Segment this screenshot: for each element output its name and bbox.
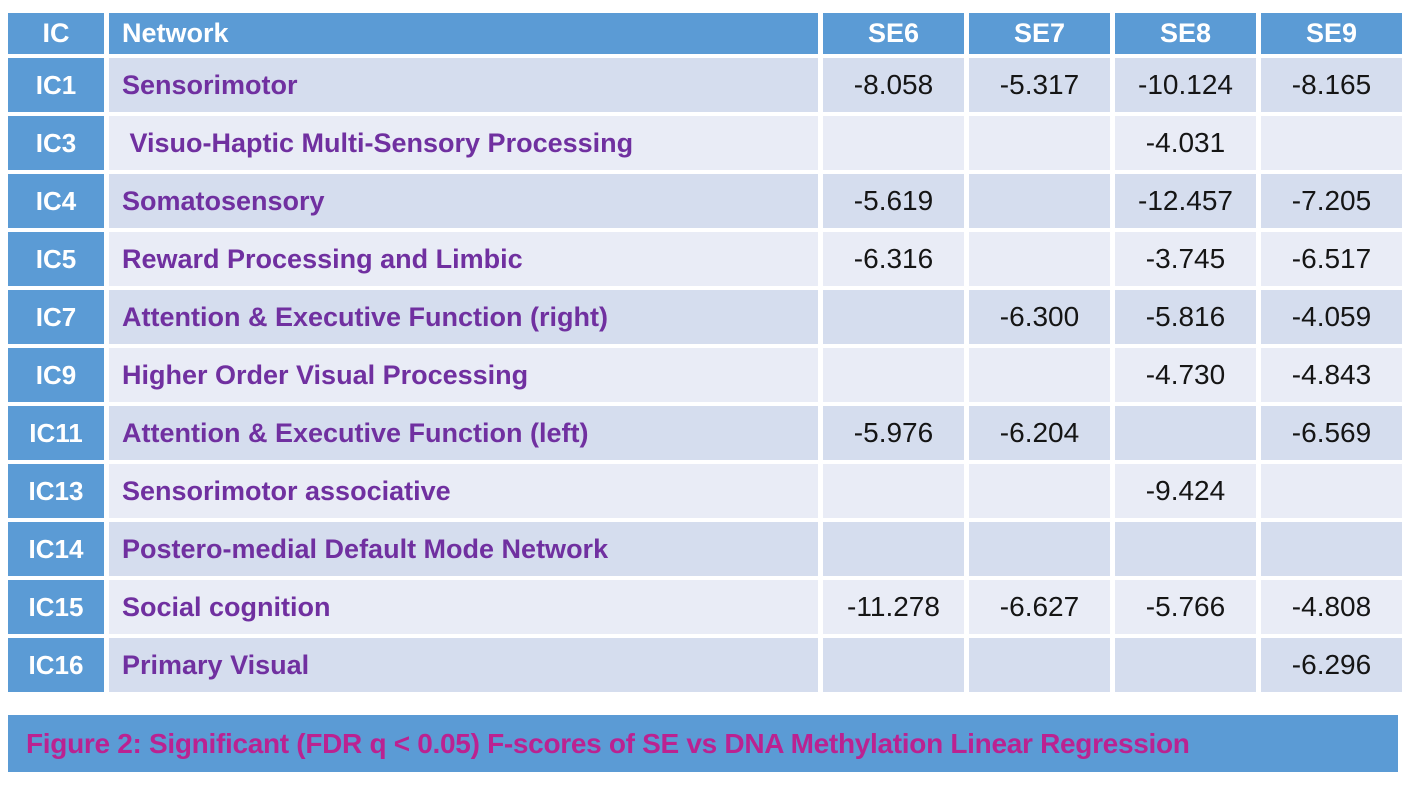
score-cell: [969, 522, 1110, 576]
score-cell: -5.766: [1115, 580, 1256, 634]
score-cell: -10.124: [1115, 58, 1256, 112]
network-cell: Somatosensory: [109, 174, 818, 228]
score-cell: [969, 348, 1110, 402]
score-cell: [1115, 522, 1256, 576]
figure-caption: Figure 2: Significant (FDR q < 0.05) F-s…: [8, 715, 1398, 772]
score-cell: -6.300: [969, 290, 1110, 344]
score-cell: -4.059: [1261, 290, 1402, 344]
score-cell: [969, 174, 1110, 228]
score-cell: -5.317: [969, 58, 1110, 112]
ic-cell: IC9: [8, 348, 104, 402]
network-cell: Visuo-Haptic Multi-Sensory Processing: [109, 116, 818, 170]
network-cell: Attention & Executive Function (right): [109, 290, 818, 344]
network-cell: Primary Visual: [109, 638, 818, 692]
network-cell: Sensorimotor associative: [109, 464, 818, 518]
score-cell: -4.843: [1261, 348, 1402, 402]
score-cell: [1261, 522, 1402, 576]
ic-cell: IC15: [8, 580, 104, 634]
network-cell: Postero-medial Default Mode Network: [109, 522, 818, 576]
score-cell: -11.278: [823, 580, 964, 634]
network-cell: Higher Order Visual Processing: [109, 348, 818, 402]
score-cell: -12.457: [1115, 174, 1256, 228]
score-cell: -6.316: [823, 232, 964, 286]
network-cell: Attention & Executive Function (left): [109, 406, 818, 460]
score-cell: -5.619: [823, 174, 964, 228]
score-cell: -4.031: [1115, 116, 1256, 170]
score-cell: [969, 638, 1110, 692]
ic-cell: IC7: [8, 290, 104, 344]
score-cell: [823, 464, 964, 518]
score-cell: -8.165: [1261, 58, 1402, 112]
score-cell: [823, 348, 964, 402]
score-cell: [1261, 116, 1402, 170]
ic-cell: IC11: [8, 406, 104, 460]
col-header-se7: SE7: [969, 13, 1110, 54]
col-header-ic: IC: [8, 13, 104, 54]
score-cell: -4.808: [1261, 580, 1402, 634]
score-cell: [969, 116, 1110, 170]
network-cell: Reward Processing and Limbic: [109, 232, 818, 286]
score-cell: [969, 464, 1110, 518]
score-cell: [1115, 406, 1256, 460]
score-cell: -6.296: [1261, 638, 1402, 692]
f-score-table: IC Network SE6 SE7 SE8 SE9 IC1 Sensorimotor -8.0…: [8, 13, 1402, 692]
score-cell: -3.745: [1115, 232, 1256, 286]
ic-cell: IC4: [8, 174, 104, 228]
score-cell: [1261, 464, 1402, 518]
ic-cell: IC13: [8, 464, 104, 518]
col-header-se6: SE6: [823, 13, 964, 54]
score-cell: -5.816: [1115, 290, 1256, 344]
score-cell: -6.627: [969, 580, 1110, 634]
ic-cell: IC1: [8, 58, 104, 112]
score-cell: [823, 522, 964, 576]
col-header-network: Network: [109, 13, 818, 54]
score-cell: [1115, 638, 1256, 692]
col-header-se8: SE8: [1115, 13, 1256, 54]
ic-cell: IC3: [8, 116, 104, 170]
score-cell: -6.569: [1261, 406, 1402, 460]
score-cell: -8.058: [823, 58, 964, 112]
score-cell: -4.730: [1115, 348, 1256, 402]
score-cell: [823, 290, 964, 344]
score-cell: [823, 116, 964, 170]
score-cell: -6.204: [969, 406, 1110, 460]
network-cell: Social cognition: [109, 580, 818, 634]
ic-cell: IC5: [8, 232, 104, 286]
ic-cell: IC16: [8, 638, 104, 692]
score-cell: [969, 232, 1110, 286]
score-cell: -9.424: [1115, 464, 1256, 518]
score-cell: [823, 638, 964, 692]
ic-cell: IC14: [8, 522, 104, 576]
network-cell: Sensorimotor: [109, 58, 818, 112]
col-header-se9: SE9: [1261, 13, 1402, 54]
score-cell: -6.517: [1261, 232, 1402, 286]
score-cell: -5.976: [823, 406, 964, 460]
score-cell: -7.205: [1261, 174, 1402, 228]
